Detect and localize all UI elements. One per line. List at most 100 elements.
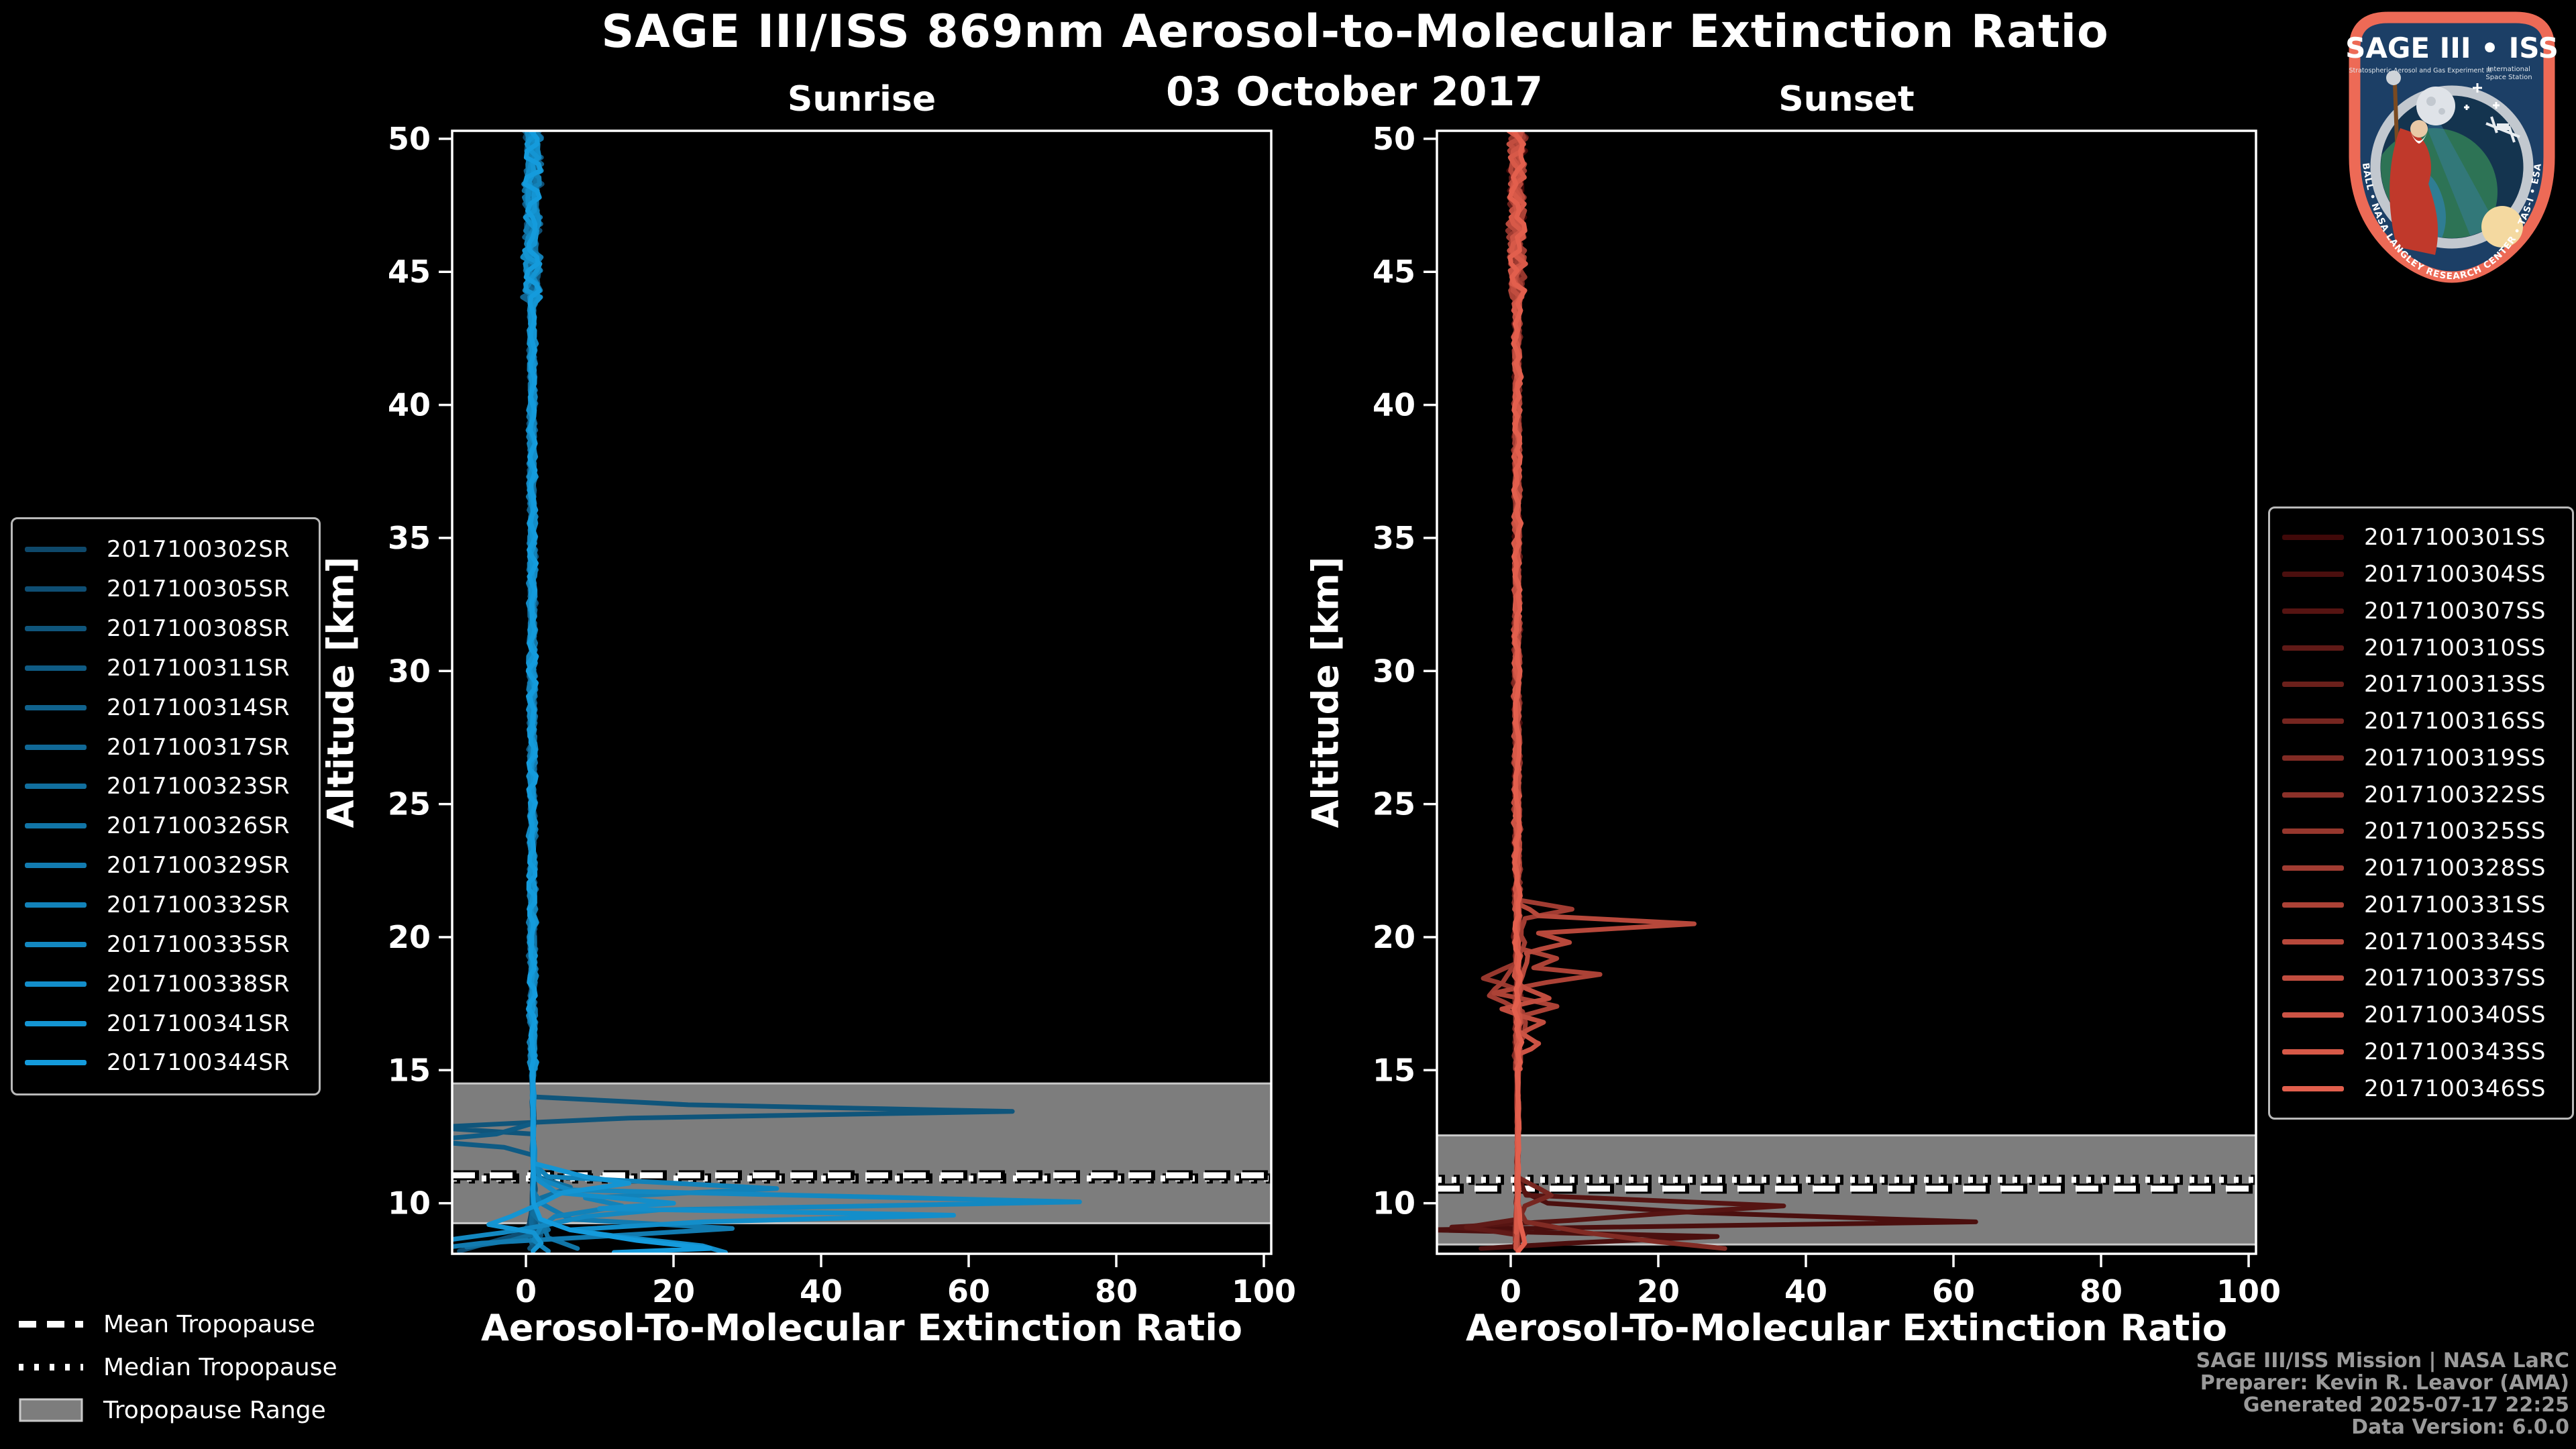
line-swatch-icon: [2282, 608, 2344, 614]
profile-line-2017100331SS: [1491, 131, 1603, 1251]
y-tick-label: 45: [388, 254, 431, 290]
profile-line-2017100337SS: [1499, 131, 1552, 1246]
y-axis-label-sunset-wrap: Altitude [km]: [1304, 424, 1347, 961]
line-swatch-icon: [2282, 755, 2344, 761]
chart-sunrise: 10 15 20 25 30 35 40 45 50 0 20 40 60 80 100: [388, 121, 1296, 1309]
legend-item-label: 2017100305SR: [107, 576, 290, 603]
chart-sunset: 10 15 20 25 30 35 40 45 50 0 20 40 60 80 100: [1373, 121, 2281, 1309]
line-swatch-icon: [2282, 792, 2344, 798]
legend-item-label: 2017100328SS: [2364, 855, 2546, 882]
legend-item-label: 2017100344SR: [107, 1049, 290, 1077]
line-swatch-icon: [25, 863, 87, 869]
line-swatch-icon: [2282, 828, 2344, 835]
legend-item-label: 2017100313SS: [2364, 671, 2546, 698]
legend-item-label: 2017100316SS: [2364, 708, 2546, 735]
legend-item-label: 2017100314SR: [107, 694, 290, 721]
line-swatch-icon: [2282, 1085, 2344, 1091]
legend-item-2017100326SR: 2017100326SR: [25, 808, 307, 843]
legend-item-2017100341SR: 2017100341SR: [25, 1006, 307, 1041]
legend-item-2017100308SR: 2017100308SR: [25, 611, 307, 646]
y-axis-label-sunset: Altitude [km]: [1304, 556, 1347, 828]
logo-sage-figure: [2386, 70, 2438, 255]
logo-moon: [2416, 87, 2455, 125]
legend-item-label: 2017100329SR: [107, 852, 290, 879]
legend-item-2017100331SS: 2017100331SS: [2282, 888, 2560, 922]
profile-line-2017100344SR: [522, 131, 713, 1254]
x-tick-label: 60: [1932, 1273, 1975, 1309]
legend-item-2017100310SS: 2017100310SS: [2282, 631, 2560, 665]
legend-item-label: 2017100322SS: [2364, 781, 2546, 808]
credit-mission: SAGE III/ISS Mission | NASA LaRC: [2196, 1349, 2569, 1373]
x-tick-label: 80: [1095, 1273, 1138, 1309]
line-swatch-icon: [2282, 865, 2344, 871]
y-tick-label: 50: [388, 121, 431, 157]
y-tick-label: 15: [388, 1052, 431, 1088]
y-tick-label: 25: [1373, 786, 1415, 822]
profile-line-2017100319SS: [1509, 131, 1727, 1251]
legend-item-2017100328SS: 2017100328SS: [2282, 851, 2560, 885]
legend-item-2017100313SS: 2017100313SS: [2282, 667, 2560, 702]
legend-item-label: 2017100337SS: [2364, 965, 2546, 992]
line-swatch-icon: [25, 823, 87, 829]
legend-item-label: 2017100317SR: [107, 733, 290, 761]
line-swatch-icon: [2282, 938, 2344, 945]
line-swatch-icon: [25, 744, 87, 750]
date-subtitle: 03 October 2017: [1166, 68, 1543, 115]
line-swatch-icon: [2282, 682, 2344, 688]
y-tick-label: 10: [1373, 1185, 1415, 1222]
legend-item-label: 2017100302SR: [107, 536, 290, 564]
x-tick-label: 0: [1500, 1273, 1521, 1309]
legend-item-2017100337SS: 2017100337SS: [2282, 961, 2560, 996]
x-tick-label: 100: [2216, 1273, 2281, 1309]
plot-spines: [1436, 129, 2257, 1255]
legend-item-label: 2017100311SR: [107, 654, 290, 682]
plot-spines: [451, 129, 1273, 1255]
legend-item-label: 2017100341SR: [107, 1010, 290, 1037]
line-swatch-icon: [2282, 1049, 2344, 1055]
dotted-line-icon: [19, 1364, 83, 1371]
line-swatch-icon: [2282, 1012, 2344, 1018]
y-tick-label: 35: [388, 520, 431, 556]
profile-line-2017100307SS: [1449, 131, 1786, 1246]
y-tick-label: 40: [388, 387, 431, 423]
x-tick-label: 0: [515, 1273, 537, 1309]
legend-item-label: 2017100343SS: [2364, 1038, 2546, 1065]
tropopause-legend: Mean Tropopause Median Tropopause Tropop…: [19, 1303, 337, 1432]
legend-item-2017100343SS: 2017100343SS: [2282, 1034, 2560, 1069]
y-tick-label: 35: [1373, 520, 1415, 556]
legend-item-label: Median Tropopause: [103, 1353, 337, 1381]
x-tick-label: 100: [1232, 1273, 1296, 1309]
line-swatch-icon: [2282, 535, 2344, 541]
legend-item-2017100317SR: 2017100317SR: [25, 730, 307, 765]
y-tick-label: 25: [388, 786, 431, 822]
credit-generated: Generated 2025-07-17 22:25: [2243, 1393, 2569, 1417]
legend-item-label: 2017100338SR: [107, 970, 290, 998]
credit-preparer: Preparer: Kevin R. Leavor (AMA): [2200, 1371, 2569, 1395]
y-tick-label: 30: [1373, 653, 1415, 689]
legend-item-label: 2017100307SS: [2364, 597, 2546, 625]
y-axis-label-sunrise-wrap: Altitude [km]: [319, 424, 362, 961]
legend-item-label: 2017100319SS: [2364, 744, 2546, 771]
legend-item-label: 2017100308SR: [107, 615, 290, 643]
logo-subtitle-left: Stratospheric Aerosol and Gas Experiment…: [2349, 67, 2491, 74]
line-swatch-icon: [25, 1060, 87, 1066]
legend-item-2017100302SR: 2017100302SR: [25, 532, 307, 567]
y-axis-label-sunrise: Altitude [km]: [319, 556, 362, 828]
legend-item-2017100319SS: 2017100319SS: [2282, 741, 2560, 775]
panel-title-sunset: Sunset: [1778, 79, 1915, 119]
dashed-line-icon: [19, 1321, 83, 1328]
legend-item-label: Tropopause Range: [103, 1396, 326, 1424]
legend-item-label: 2017100326SR: [107, 812, 290, 840]
legend-item-2017100338SR: 2017100338SR: [25, 967, 307, 1002]
logo-iss-icon: [2485, 116, 2520, 143]
credits-block: SAGE III/ISS Mission | NASA LaRC Prepare…: [2196, 1350, 2569, 1438]
legend-item-label: 2017100331SS: [2364, 891, 2546, 918]
tropopause-range-band: [452, 1083, 1271, 1224]
x-tick-label: 40: [800, 1273, 843, 1309]
line-swatch-icon: [2282, 718, 2344, 724]
line-swatch-icon: [25, 547, 87, 553]
x-tick-label: 40: [1784, 1273, 1827, 1309]
logo-title: SAGE III • ISS: [2345, 32, 2559, 64]
line-swatch-icon: [2282, 645, 2344, 651]
legend-item-2017100340SS: 2017100340SS: [2282, 998, 2560, 1032]
